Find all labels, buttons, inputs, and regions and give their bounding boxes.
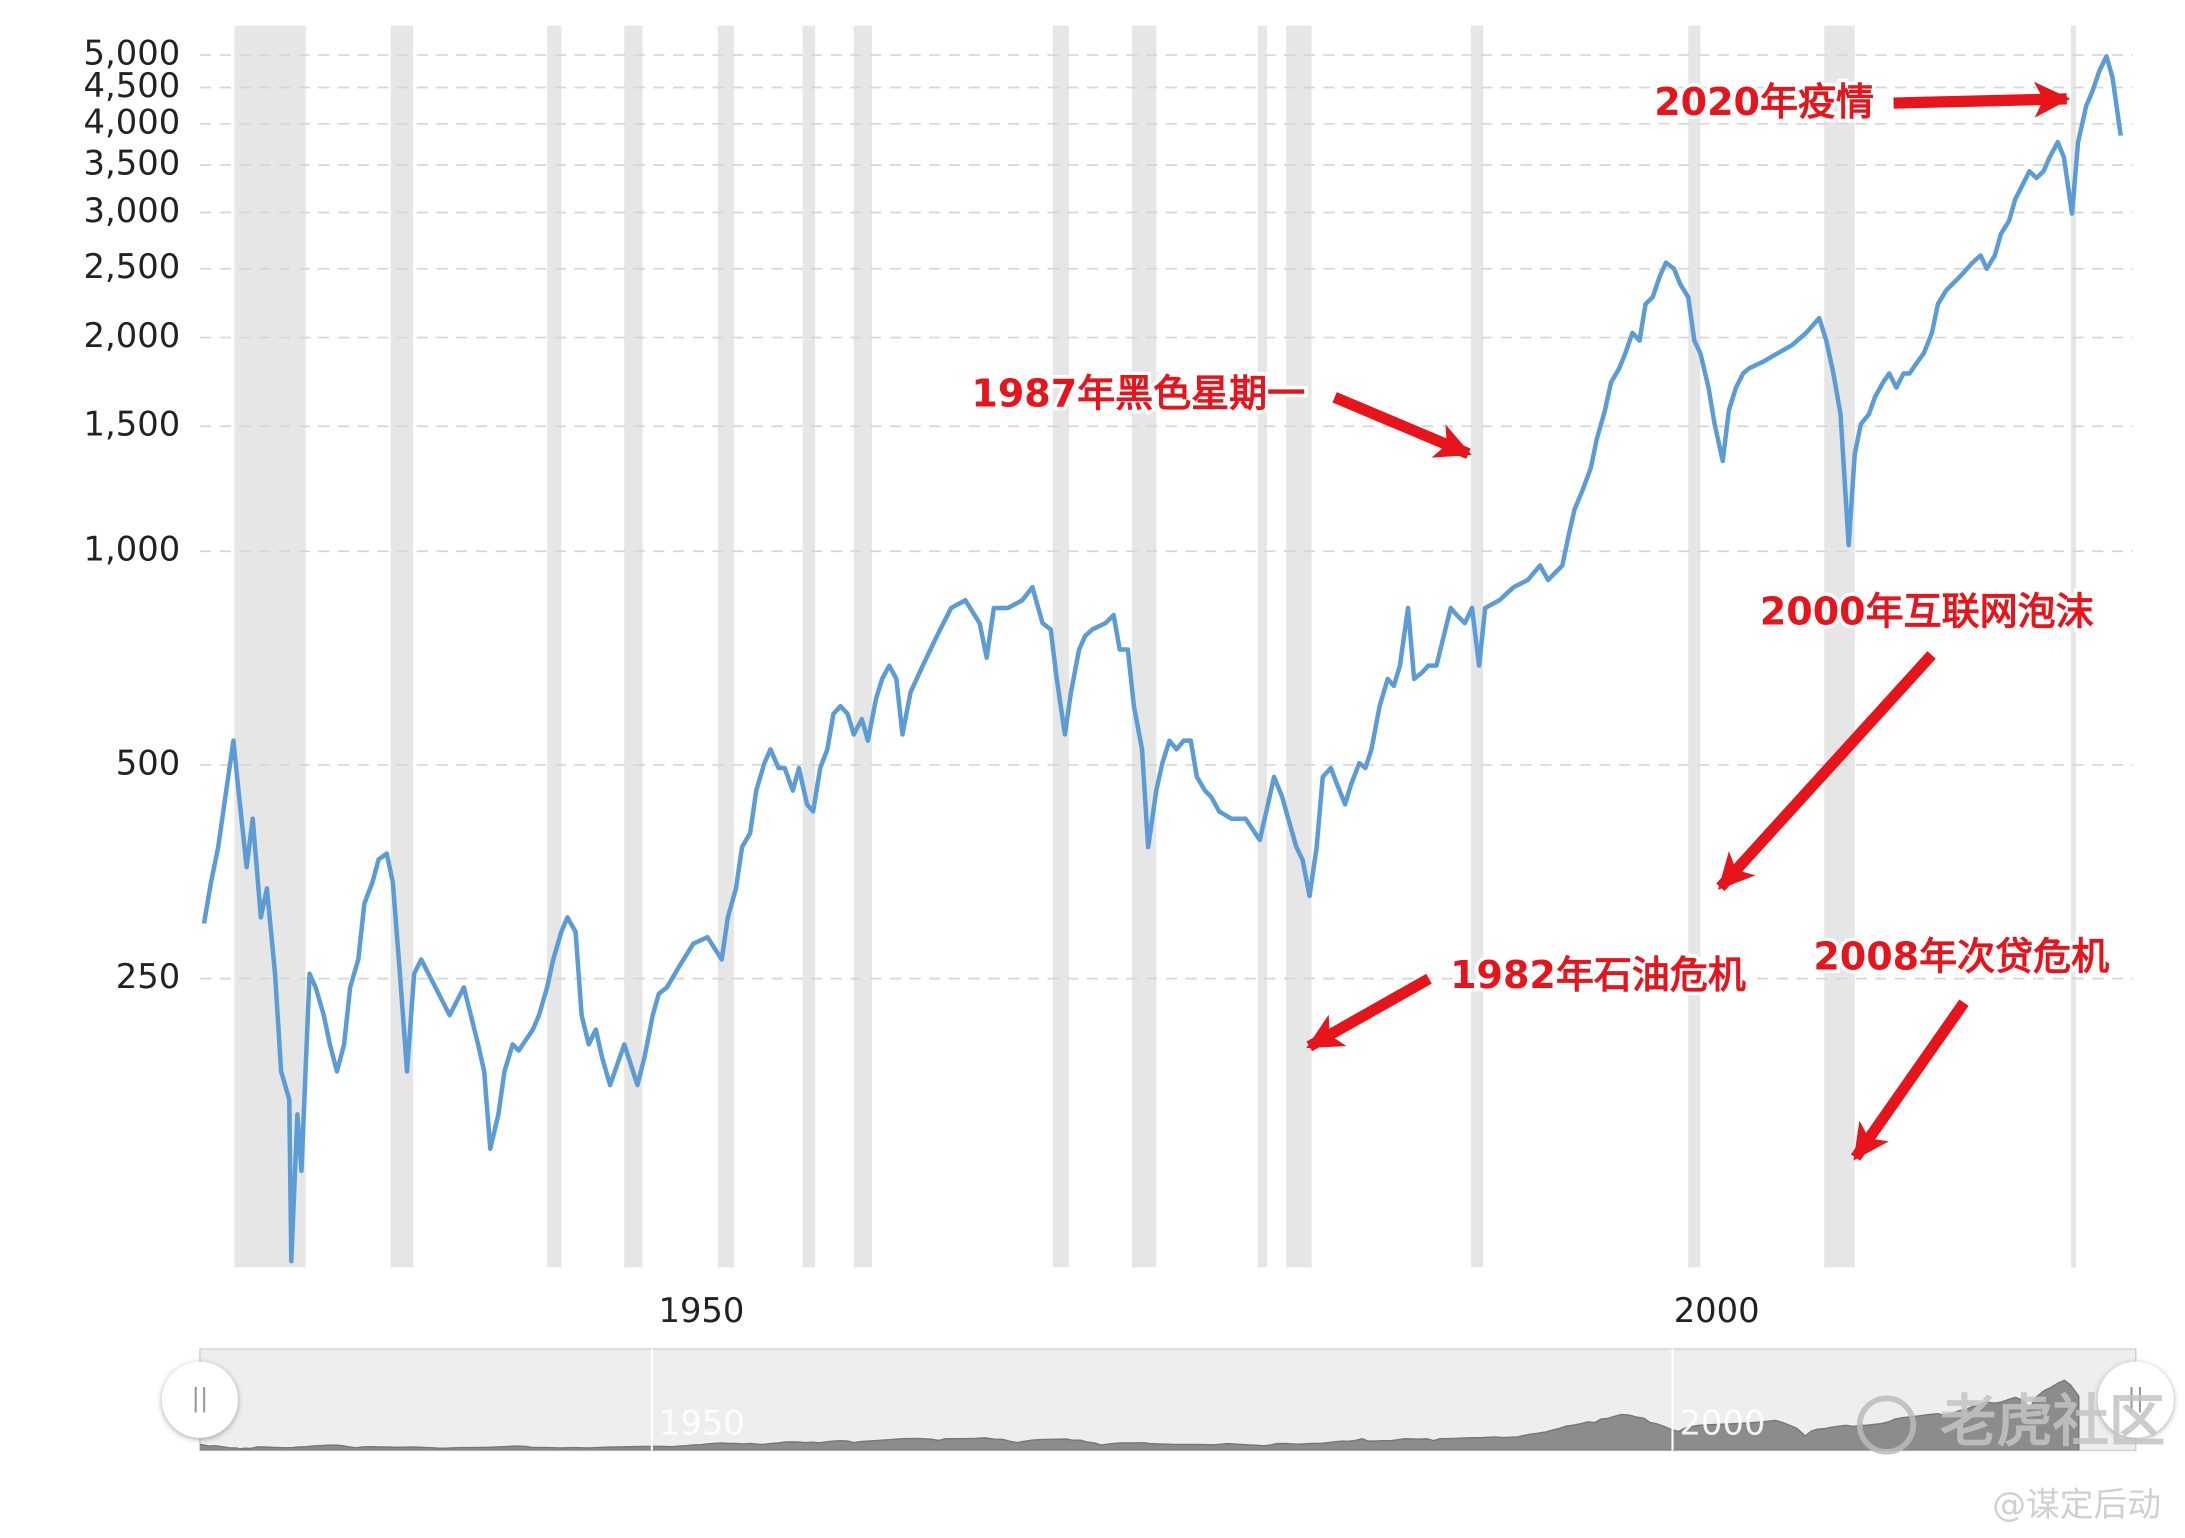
recession-band — [2070, 25, 2077, 1268]
y-tick-label: 2,000 — [84, 316, 181, 355]
recession-band — [802, 25, 816, 1268]
navigator-tick-label: 2000 — [1680, 1404, 1766, 1443]
y-tick-label: 3,000 — [84, 191, 181, 230]
line-layer — [201, 54, 2123, 1264]
annotation-arrow — [1850, 999, 1969, 1161]
recession-band — [1131, 25, 1157, 1268]
navigator-series — [199, 1379, 2080, 1451]
annotation-arrow — [1332, 392, 1472, 459]
y-tick-label: 500 — [116, 743, 180, 782]
navigator-tick-label: 1950 — [659, 1404, 745, 1443]
watermark-logo — [1856, 1395, 1917, 1455]
y-tick-label: 4,500 — [84, 66, 181, 105]
recession-band — [624, 25, 643, 1268]
recession-band — [1688, 25, 1701, 1268]
y-tick-label: 1,000 — [84, 530, 181, 569]
y-tick-label: 4,000 — [84, 102, 181, 141]
recession-band — [234, 25, 306, 1268]
navigator-handles — [161, 1361, 2174, 1438]
y-tick-label: 2,500 — [84, 247, 181, 286]
recession-band — [547, 25, 562, 1268]
navigator-handle[interactable] — [2097, 1361, 2174, 1438]
watermark: 老虎社区 @谋定后动 — [1856, 1390, 2165, 1524]
annotation-text: 1987年黑色星期一 — [971, 371, 1305, 415]
y-tick-label: 250 — [116, 957, 180, 996]
annotation-text: 1982年石油危机 — [1450, 953, 1746, 997]
annotation-text: 2000年互联网泡沫 — [1760, 590, 2094, 634]
axis-layer: 250 500 1,000 1,500 2,000 2,500 3,000 3,5004,00… — [84, 34, 1760, 1330]
annotation-layer: 2020年疫情 1987年黑色星期一 2000年互联网泡沫 1982年石油危机 2008… — [968, 76, 2113, 1161]
recession-band — [1257, 25, 1267, 1268]
annotation-arrow — [1306, 973, 1432, 1052]
watermark-text: 老虎社区 — [1940, 1390, 2165, 1455]
navigator-handle[interactable] — [161, 1361, 238, 1438]
y-tick-label: 3,500 — [84, 144, 181, 183]
annotation-arrow — [1893, 81, 2071, 118]
annotation-arrow — [1716, 651, 1936, 892]
recession-band — [853, 25, 872, 1268]
grid-layer — [199, 54, 2133, 980]
navigator: 1950 2000 — [199, 1348, 2137, 1452]
recession-band — [1286, 25, 1312, 1268]
recession-band — [1824, 25, 1855, 1268]
navigator-area — [199, 1379, 2080, 1451]
watermark-author: @谋定后动 — [1992, 1485, 2161, 1524]
y-tick-label: 5,000 — [84, 34, 181, 73]
price-line — [201, 54, 2123, 1264]
annotation-text: 2008年次贷危机 — [1813, 935, 2109, 979]
x-tick-label: 1950 — [658, 1291, 744, 1330]
recession-layer — [234, 25, 2077, 1268]
annotation-text: 2020年疫情 — [1654, 80, 1874, 124]
x-tick-label: 2000 — [1674, 1291, 1760, 1330]
y-tick-label: 1,500 — [84, 405, 181, 444]
recession-band — [1052, 25, 1069, 1268]
